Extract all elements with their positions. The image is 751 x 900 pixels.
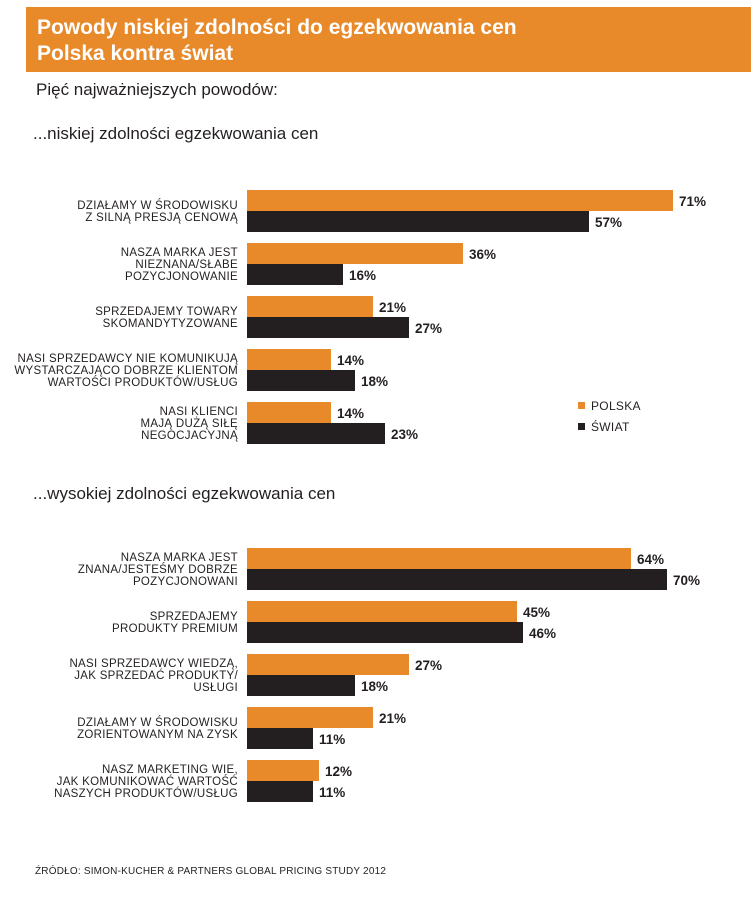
bar-swiat [247,569,667,590]
bar-polska [247,548,631,569]
data-label: 21% [379,300,406,315]
data-label: 70% [673,573,700,588]
category-label: NIEZNANA/SŁABE [135,259,238,271]
category-label: SPRZEDAJEMY [150,611,238,623]
bar-polska [247,296,373,317]
category-label: NASI KLIENCI [160,406,238,418]
category-label: SKOMANDYTYZOWANE [103,318,238,330]
bar-polska [247,601,517,622]
data-label: 12% [325,764,352,779]
bar-polska [247,402,331,423]
data-label: 14% [337,406,364,421]
bar-swiat [247,622,523,643]
bar-swiat [247,781,313,802]
data-label: 36% [469,247,496,262]
data-label: 57% [595,215,622,230]
title-banner: Powody niskiej zdolności do egzekwowania… [26,7,751,72]
category-label: SPRZEDAJEMY TOWARY [95,306,238,318]
category-label: JAK SPRZEDAĆ PRODUKTY/ [74,669,238,682]
bar-polska [247,707,373,728]
category-label: WYSTARCZAJĄCO DOBRZE KLIENTOM [14,365,238,377]
data-label: 16% [349,268,376,283]
category-label: NASI SPRZEDAWCY WIEDZĄ, [69,658,238,670]
bar-swiat [247,211,589,232]
category-label: USŁUGI [193,682,238,694]
legend-swatch-polska [578,402,585,409]
data-label: 64% [637,552,664,567]
category-label: WARTOŚCI PRODUKTÓW/USŁUG [48,376,238,389]
data-label: 11% [319,785,345,800]
category-label: NASZA MARKA JEST [121,247,238,259]
category-label: ZORIENTOWANYM NA ZYSK [77,729,238,741]
category-label: NASZ MARKETING WIE, [102,764,238,776]
data-label: 71% [679,194,706,209]
category-label: POZYCJONOWANIE [125,271,238,283]
category-label: DZIAŁAMY W ŚRODOWISKU [77,199,238,212]
bar-polska [247,654,409,675]
data-label: 18% [361,374,388,389]
legend-label: ŚWIAT [591,419,630,434]
source-note: ŹRÓDŁO: SIMON-KUCHER & PARTNERS GLOBAL P… [35,866,387,877]
chart-2-title: ...wysokiej zdolności egzekwowania cen [33,484,336,503]
category-label: PRODUKTY PREMIUM [112,623,238,635]
legend-label: POLSKA [591,399,641,413]
bar-polska [247,190,673,211]
category-label: NEGOCJACYJNĄ [141,430,238,442]
legend-swatch-swiat [578,423,585,430]
data-label: 18% [361,679,388,694]
title-line-1: Powody niskiej zdolności do egzekwowania… [37,16,517,39]
bar-polska [247,760,319,781]
bar-swiat [247,675,355,696]
data-label: 45% [523,605,550,620]
data-label: 27% [415,658,442,673]
bar-swiat [247,317,409,338]
subtitle: Pięć najważniejszych powodów: [36,80,278,99]
category-label: NASZYCH PRODUKTÓW/USŁUG [54,787,238,800]
bar-polska [247,243,463,264]
category-label: POZYCJONOWANI [133,576,238,588]
bar-swiat [247,423,385,444]
data-label: 14% [337,353,364,368]
bar-swiat [247,728,313,749]
data-label: 11% [319,732,345,747]
category-label: NASI SPRZEDAWCY NIE KOMUNIKUJĄ [17,353,238,365]
bar-swiat [247,264,343,285]
data-label: 21% [379,711,406,726]
category-label: DZIAŁAMY W ŚRODOWISKU [77,716,238,729]
category-label: NASZA MARKA JEST [121,552,238,564]
bar-polska [247,349,331,370]
category-label: ZNANA/JESTEŚMY DOBRZE [78,563,238,576]
data-label: 46% [529,626,556,641]
title-line-2: Polska kontra świat [37,42,234,65]
data-label: 27% [415,321,442,336]
bar-swiat [247,370,355,391]
category-label: JAK KOMUNIKOWAĆ WARTOŚĆ [57,775,238,788]
data-label: 23% [391,427,418,442]
category-label: Z SILNĄ PRESJĄ CENOWĄ [85,212,238,224]
category-label: MAJĄ DUŻĄ SIŁĘ [141,417,239,430]
chart-1-title: ...niskiej zdolności egzekwowania cen [33,124,319,143]
